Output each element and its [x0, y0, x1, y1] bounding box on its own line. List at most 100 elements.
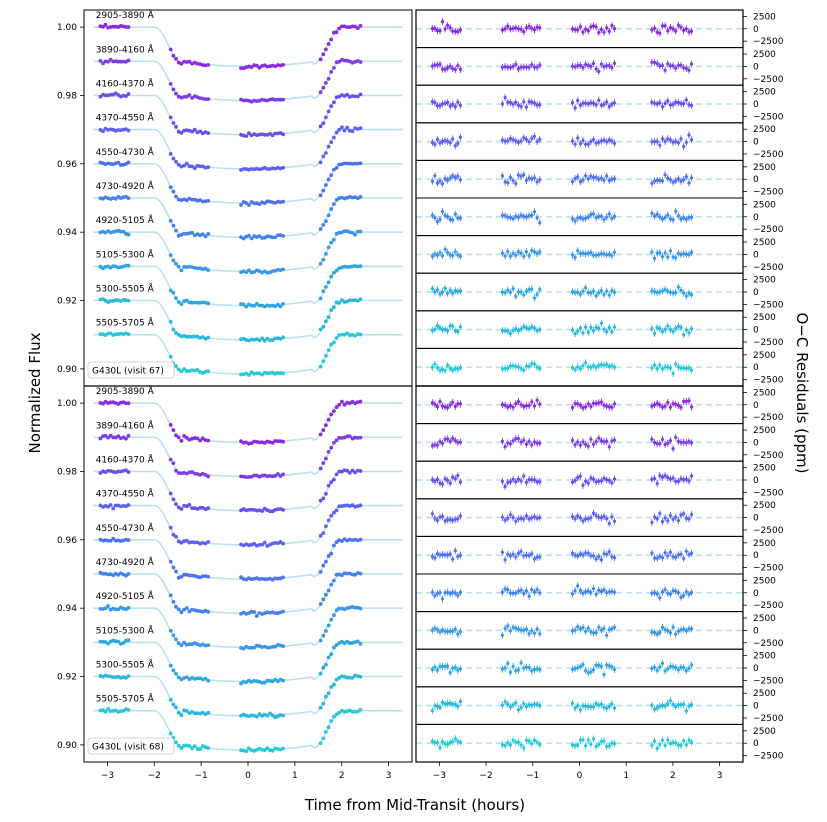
data-point [168, 593, 173, 598]
data-point [108, 503, 113, 507]
residual-point [663, 139, 667, 143]
residual-point [584, 174, 588, 178]
residual-point [535, 65, 539, 69]
residual-point [506, 588, 510, 592]
residual-point [599, 176, 604, 180]
residual-panel-visit67-4730-4920 Å: 25000−2500 [415, 197, 784, 237]
data-point [329, 685, 334, 689]
residual-point [506, 100, 510, 104]
residual-point [589, 554, 593, 558]
residual-panel-visit67-2905-3890 Å: 25000−2500 [415, 9, 784, 49]
data-point [182, 640, 187, 645]
residual-point [581, 178, 585, 182]
data-point [171, 121, 176, 125]
data-point [252, 304, 257, 308]
residual-point [584, 142, 588, 146]
data-point [190, 746, 195, 751]
x-tick-label: −1 [195, 771, 208, 781]
y-tick-label: 0.96 [57, 536, 77, 546]
residual-point [524, 178, 529, 182]
y-tick-label: 0.94 [57, 604, 77, 614]
residual-point [597, 555, 601, 559]
residual-point [607, 138, 611, 142]
data-point [329, 445, 334, 450]
residual-point [687, 479, 691, 483]
residual-point [532, 631, 537, 635]
residual-point [506, 480, 510, 485]
residual-point [458, 480, 462, 484]
data-point [273, 336, 278, 341]
residual-point [511, 591, 515, 596]
data-point [257, 440, 262, 445]
y-tick-label: −2500 [753, 413, 784, 423]
residual-point [674, 29, 678, 33]
residual-point [570, 253, 575, 257]
residual-panel-visit68-5300-5505 Å: 25000−2500 [415, 686, 784, 725]
data-point [332, 510, 336, 515]
data-point [270, 748, 275, 753]
residual-point [522, 404, 526, 409]
residual-point [508, 27, 512, 31]
data-point [176, 435, 181, 440]
y-tick-label: 1.00 [57, 399, 77, 409]
y-tick-label: 0 [753, 514, 759, 524]
residual-point [584, 405, 588, 409]
data-point [168, 185, 173, 190]
residual-point [451, 666, 455, 670]
residual-point [591, 253, 596, 257]
residual-point [506, 24, 510, 28]
data-point [171, 87, 176, 92]
data-point [206, 63, 211, 67]
residual-point [602, 739, 606, 743]
data-point [187, 573, 192, 578]
residual-point [668, 405, 673, 409]
data-point [329, 104, 334, 108]
data-point [184, 334, 189, 339]
data-point [182, 572, 187, 577]
residual-point [653, 403, 657, 407]
residual-point [676, 285, 681, 289]
residual-point [676, 365, 681, 369]
residual-point [508, 290, 512, 294]
residual-point [581, 483, 585, 487]
residual-point [576, 554, 580, 558]
series-4160-4370 Å: 4160-4370 Å [93, 77, 403, 139]
y-tick-label: 0 [753, 175, 759, 185]
residual-point [668, 327, 673, 332]
residual-point [453, 144, 457, 148]
residual-point [506, 65, 510, 69]
residual-point [438, 481, 442, 485]
data-point [340, 539, 344, 543]
residual-point [570, 180, 575, 184]
data-point [241, 167, 246, 171]
data-point [198, 747, 203, 752]
residual-point [458, 740, 462, 744]
residual-point [516, 437, 521, 441]
data-point [126, 298, 131, 303]
residual-point [451, 475, 455, 479]
data-point [358, 503, 363, 508]
data-point [337, 301, 342, 305]
data-point [353, 470, 357, 475]
residual-point [660, 520, 665, 524]
residual-point [448, 629, 452, 634]
data-point [358, 60, 363, 64]
y-tick-label: −2500 [753, 639, 784, 649]
y-tick-label: −2500 [753, 488, 784, 498]
residual-point [435, 552, 439, 556]
data-point [244, 749, 249, 754]
data-point [168, 253, 173, 257]
data-point [326, 450, 331, 454]
data-point [103, 606, 108, 611]
residual-point [458, 67, 462, 72]
residual-point [514, 555, 518, 559]
residual-point [607, 252, 611, 256]
residual-point [610, 66, 614, 70]
data-point [347, 434, 352, 439]
residual-point [538, 632, 542, 636]
residual-point [668, 477, 673, 481]
residual-point [674, 589, 678, 593]
residual-point [687, 216, 691, 220]
residual-point [610, 177, 614, 181]
